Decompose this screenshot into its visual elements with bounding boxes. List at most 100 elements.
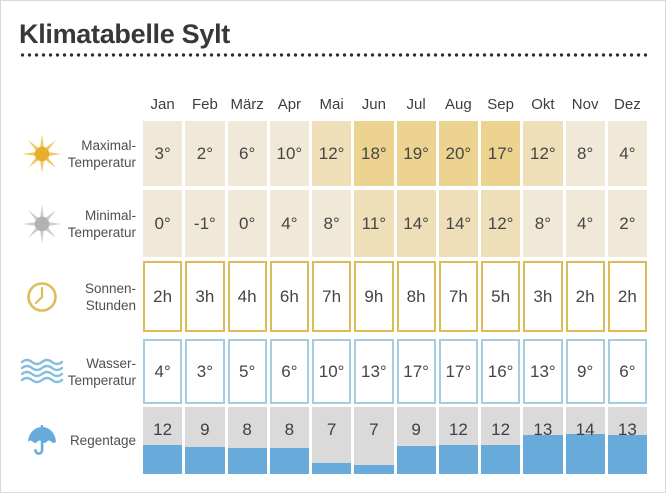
max-temp-cell: 12° — [523, 121, 563, 186]
rain-fill-bar — [312, 463, 352, 474]
month-label: Nov — [571, 96, 599, 113]
sun-hours-cell: 2h — [143, 261, 183, 332]
rain-days-cell: 13 — [607, 407, 647, 474]
rain-days-cell: 7 — [354, 407, 394, 474]
months-cells: Jan Feb März Apr Mai Jun Jul Aug Sep Okt Nov Dez — [143, 96, 647, 113]
water-temp-cell: 16° — [481, 339, 521, 404]
sun-hours-cell: 4h — [227, 261, 267, 332]
max-temp-cell: 20° — [438, 121, 478, 186]
month-label: Mai — [319, 96, 344, 113]
min-temp-cell: 4° — [269, 190, 309, 257]
rain-days-value: 13 — [533, 420, 553, 439]
water-temp-cell: 3° — [185, 339, 225, 404]
min-temp-cell: 14° — [396, 190, 436, 257]
max-temp-cell: 17° — [481, 121, 521, 186]
water-temp-cell: 5° — [227, 339, 267, 404]
sun-hours-cell: 2h — [565, 261, 605, 332]
rain-days-cell: 9 — [396, 407, 436, 474]
row-label-min-temp: Minimal- Temperatur — [19, 190, 143, 257]
rain-days-cell: 9 — [185, 407, 225, 474]
rain-days-cell: 13 — [523, 407, 563, 474]
rain-fill-bar — [143, 444, 183, 474]
max-temp-cell: 18° — [354, 121, 394, 186]
sun-hours-cell: 8h — [396, 261, 436, 332]
max-temp-cell: 12° — [312, 121, 352, 186]
rain-days-cell: 7 — [312, 407, 352, 474]
sun-icon — [19, 134, 65, 174]
month-label: Sep — [487, 96, 514, 113]
rain-days-value: 12 — [153, 420, 173, 439]
rain-days-value: 12 — [491, 420, 511, 439]
water-temp-cell: 17° — [438, 339, 478, 404]
min-temp-cell: 14° — [438, 190, 478, 257]
clock-icon — [19, 280, 65, 314]
row-label-text: Maximal- Temperatur — [67, 137, 136, 170]
min-temp-cells: 0° -1° 0° 4° 8° 11° 14° 14° 12° 8° 4° 2° — [143, 190, 647, 257]
water-temp-cell: 6° — [269, 339, 309, 404]
rain-days-value: 7 — [326, 420, 337, 439]
max-temp-cell: 4° — [607, 121, 647, 186]
rain-fill-bar — [396, 445, 436, 474]
water-temp-cell: 13° — [354, 339, 394, 404]
water-temp-cell: 6° — [607, 339, 647, 404]
row-label-text: Regentage — [69, 433, 136, 448]
rain-days-cells: 12 9 8 8 7 7 9 12 12 13 14 13 — [143, 407, 647, 474]
row-label-sun-hours: Sonnen- Stunden — [19, 261, 143, 332]
row-max-temp: Maximal- Temperatur 3° 2° 6° 10° 12° 18° 19° 20… — [19, 121, 647, 186]
max-temp-cells: 3° 2° 6° 10° 12° 18° 19° 20° 17° 12° 8° 4° — [143, 121, 647, 186]
row-label-rain-days: Regentage — [19, 407, 143, 474]
min-temp-cell: -1° — [185, 190, 225, 257]
max-temp-cell: 6° — [227, 121, 267, 186]
rain-days-cell: 8 — [227, 407, 267, 474]
month-label: Jun — [361, 96, 386, 113]
month-label: März — [230, 96, 264, 113]
sun-hours-cell: 7h — [312, 261, 352, 332]
row-label-text: Minimal- Temperatur — [67, 207, 136, 240]
climate-table: Jan Feb März Apr Mai Jun Jul Aug Sep Okt Nov Dez — [19, 93, 647, 474]
rain-days-cell: 12 — [481, 407, 521, 474]
water-temp-cell: 17° — [396, 339, 436, 404]
min-temp-cell: 12° — [481, 190, 521, 257]
rain-days-value: 8 — [284, 420, 295, 439]
rain-fill-bar — [227, 447, 267, 474]
rain-days-value: 7 — [369, 420, 379, 439]
rain-days-cell: 8 — [269, 407, 309, 474]
rain-days-value: 9 — [411, 420, 421, 439]
waves-icon — [19, 357, 65, 387]
rain-fill-bar — [565, 434, 605, 474]
min-temp-cell: 2° — [607, 190, 647, 257]
row-water-temp: Wasser- Temperatur 4° 3° 5° 6° 10° 13° 17° 17° 1… — [19, 339, 647, 404]
max-temp-cell: 3° — [143, 121, 183, 186]
month-label: Okt — [531, 96, 555, 113]
sun-hours-cell: 9h — [354, 261, 394, 332]
page-title: Klimatabelle Sylt — [19, 19, 230, 49]
min-temp-cell: 8° — [312, 190, 352, 257]
sun-hours-cell: 3h — [523, 261, 563, 332]
row-label-text: Wasser- Temperatur — [67, 355, 136, 388]
water-temp-cell: 4° — [143, 339, 183, 404]
rain-days-cell: 12 — [143, 407, 183, 474]
rain-days-value: 12 — [448, 420, 468, 439]
sun-hours-cell: 7h — [438, 261, 478, 332]
rain-days-value: 13 — [617, 420, 637, 439]
sun-hours-cell: 3h — [185, 261, 225, 332]
month-label: Feb — [191, 96, 218, 113]
row-label-max-temp: Maximal- Temperatur — [19, 121, 143, 186]
months-header-row: Jan Feb März Apr Mai Jun Jul Aug Sep Okt Nov Dez — [19, 93, 647, 113]
rain-fill-bar — [523, 435, 563, 474]
water-temp-cell: 9° — [565, 339, 605, 404]
max-temp-cell: 8° — [565, 121, 605, 186]
water-temp-cell: 13° — [523, 339, 563, 404]
rain-fill-bar — [354, 464, 394, 474]
rain-fill-bar — [438, 445, 478, 474]
row-label-text: Sonnen- Stunden — [84, 280, 136, 313]
rain-fill-bar — [481, 445, 521, 474]
row-rain-days: Regentage 12 9 8 8 7 7 9 12 12 13 14 13 — [19, 407, 647, 474]
water-temp-cell: 10° — [312, 339, 352, 404]
month-label: Jan — [150, 96, 175, 113]
month-label: Aug — [445, 96, 472, 113]
rain-days-cell: 12 — [438, 407, 478, 474]
sun-hours-cell: 2h — [607, 261, 647, 332]
rain-days-cell: 14 — [565, 407, 605, 474]
